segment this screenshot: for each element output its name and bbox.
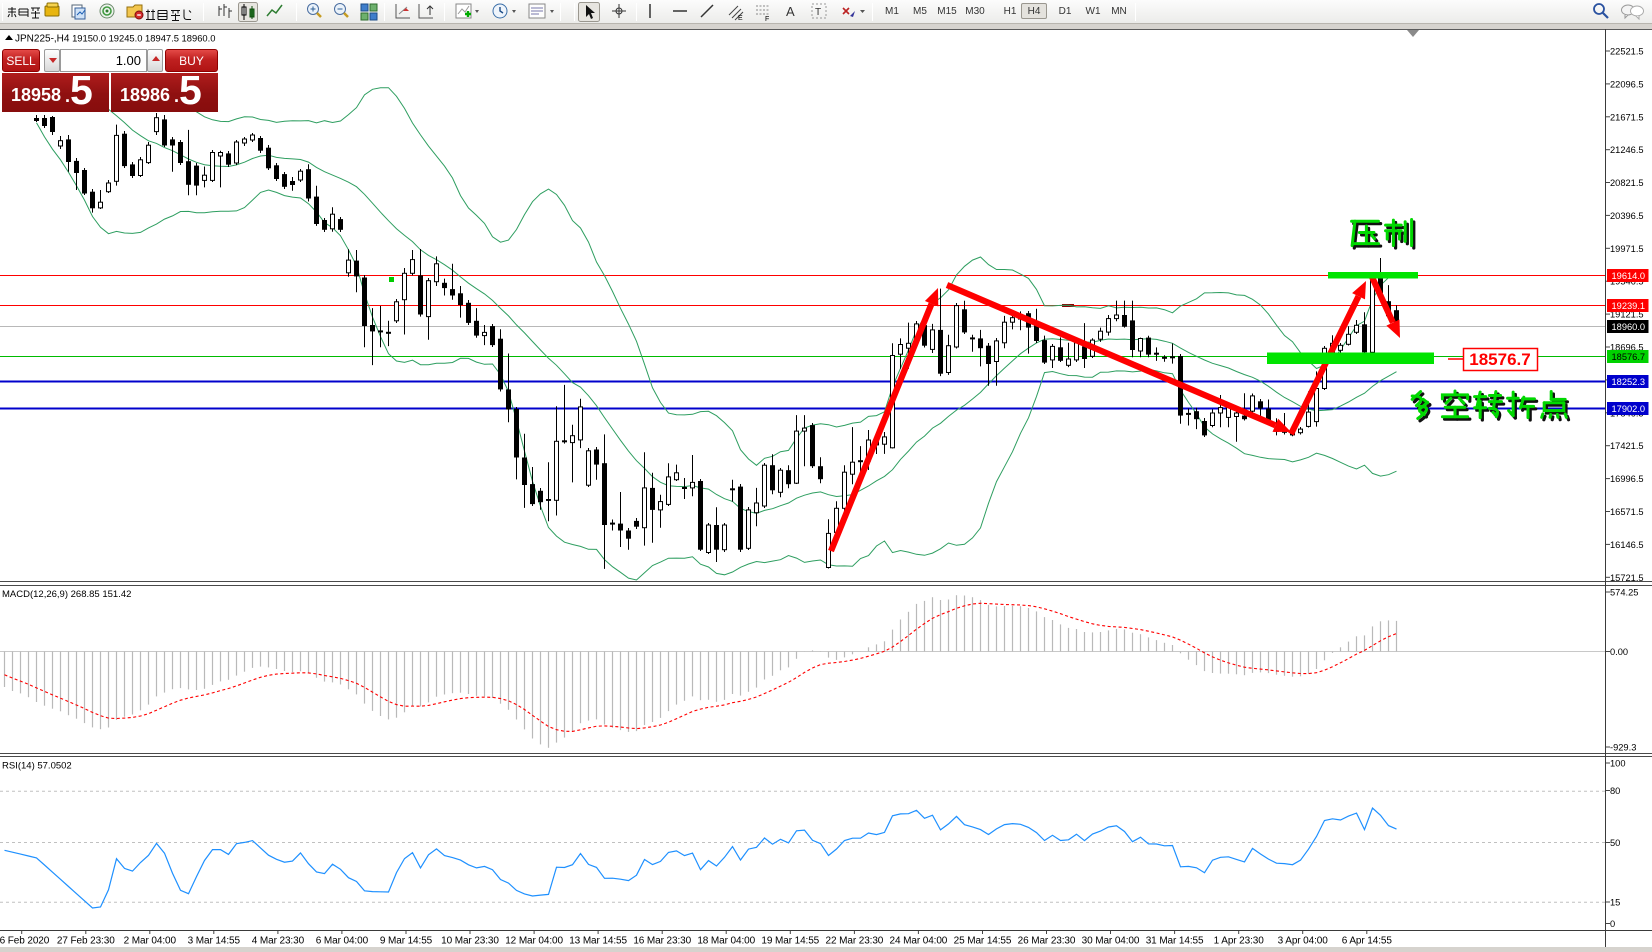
svg-text:13 Mar 14:55: 13 Mar 14:55 <box>569 936 627 947</box>
svg-text:26 Feb 2020: 26 Feb 2020 <box>0 936 50 947</box>
svg-text:T: T <box>815 7 821 18</box>
svg-text:50: 50 <box>1610 838 1620 848</box>
svg-text:16571.5: 16571.5 <box>1610 507 1644 517</box>
svg-text:18576.7: 18576.7 <box>1612 352 1646 362</box>
svg-text:21246.5: 21246.5 <box>1610 145 1644 155</box>
svg-text:25 Mar 14:55: 25 Mar 14:55 <box>954 936 1012 947</box>
svg-text:19971.5: 19971.5 <box>1610 244 1644 254</box>
svg-text:MACD(12,26,9) 268.85 151.42: MACD(12,26,9) 268.85 151.42 <box>2 589 131 600</box>
svg-text:24 Mar 04:00: 24 Mar 04:00 <box>890 936 948 947</box>
svg-text:F: F <box>765 16 769 22</box>
svg-text:6 Mar 04:00: 6 Mar 04:00 <box>316 936 369 947</box>
svg-text:10 Mar 23:30: 10 Mar 23:30 <box>441 936 499 947</box>
svg-text:A: A <box>786 4 795 19</box>
svg-text:18 Mar 04:00: 18 Mar 04:00 <box>697 936 755 947</box>
svg-text:16996.5: 16996.5 <box>1610 474 1644 484</box>
svg-text:4 Mar 23:30: 4 Mar 23:30 <box>252 936 305 947</box>
svg-text:574.25: 574.25 <box>1610 588 1638 598</box>
svg-text:30 Mar 04:00: 30 Mar 04:00 <box>1082 936 1140 947</box>
svg-text:22096.5: 22096.5 <box>1610 79 1644 89</box>
svg-text:26 Mar 23:30: 26 Mar 23:30 <box>1018 936 1076 947</box>
svg-text:2 Mar 04:00: 2 Mar 04:00 <box>124 936 177 947</box>
svg-text:80: 80 <box>1610 786 1620 796</box>
svg-text:6 Apr 14:55: 6 Apr 14:55 <box>1342 936 1393 947</box>
svg-text:3 Mar 14:55: 3 Mar 14:55 <box>188 936 241 947</box>
svg-text:18576.7: 18576.7 <box>1469 350 1530 369</box>
svg-text:22521.5: 22521.5 <box>1610 47 1644 57</box>
svg-text:31 Mar 14:55: 31 Mar 14:55 <box>1146 936 1204 947</box>
svg-text:16 Mar 23:30: 16 Mar 23:30 <box>633 936 691 947</box>
svg-text:18252.3: 18252.3 <box>1612 377 1646 387</box>
svg-text:17421.5: 17421.5 <box>1610 441 1644 451</box>
svg-text:19239.1: 19239.1 <box>1612 301 1646 311</box>
svg-text:18960.0: 18960.0 <box>1612 322 1646 332</box>
svg-text:15721.5: 15721.5 <box>1610 573 1644 583</box>
svg-text:-929.3: -929.3 <box>1610 743 1636 753</box>
svg-text:3 Apr 04:00: 3 Apr 04:00 <box>1278 936 1329 947</box>
svg-text:17902.0: 17902.0 <box>1612 404 1646 414</box>
svg-text:0.00: 0.00 <box>1610 647 1628 657</box>
svg-text:19 Mar 14:55: 19 Mar 14:55 <box>761 936 819 947</box>
svg-text:12 Mar 04:00: 12 Mar 04:00 <box>505 936 563 947</box>
svg-text:20396.5: 20396.5 <box>1610 211 1644 221</box>
svg-text:19121.5: 19121.5 <box>1610 310 1644 320</box>
svg-text:100: 100 <box>1610 759 1626 769</box>
svg-text:21671.5: 21671.5 <box>1610 112 1644 122</box>
svg-text:15: 15 <box>1610 898 1620 908</box>
svg-text:20821.5: 20821.5 <box>1610 178 1644 188</box>
svg-text:9 Mar 14:55: 9 Mar 14:55 <box>380 936 433 947</box>
svg-text:22 Mar 23:30: 22 Mar 23:30 <box>826 936 884 947</box>
svg-text:E: E <box>738 15 743 22</box>
svg-text:16146.5: 16146.5 <box>1610 540 1644 550</box>
svg-text:RSI(14) 57.0502: RSI(14) 57.0502 <box>2 761 72 772</box>
svg-text:18696.5: 18696.5 <box>1610 343 1644 353</box>
svg-text:19614.0: 19614.0 <box>1612 271 1646 281</box>
svg-text:27 Feb 23:30: 27 Feb 23:30 <box>57 936 115 947</box>
svg-text:0: 0 <box>1610 919 1615 929</box>
svg-text:JPN225-,H4 19150.0 19245.0 18: JPN225-,H4 19150.0 19245.0 18947.5 18960… <box>15 33 215 45</box>
svg-text:1 Apr 23:30: 1 Apr 23:30 <box>1214 936 1265 947</box>
